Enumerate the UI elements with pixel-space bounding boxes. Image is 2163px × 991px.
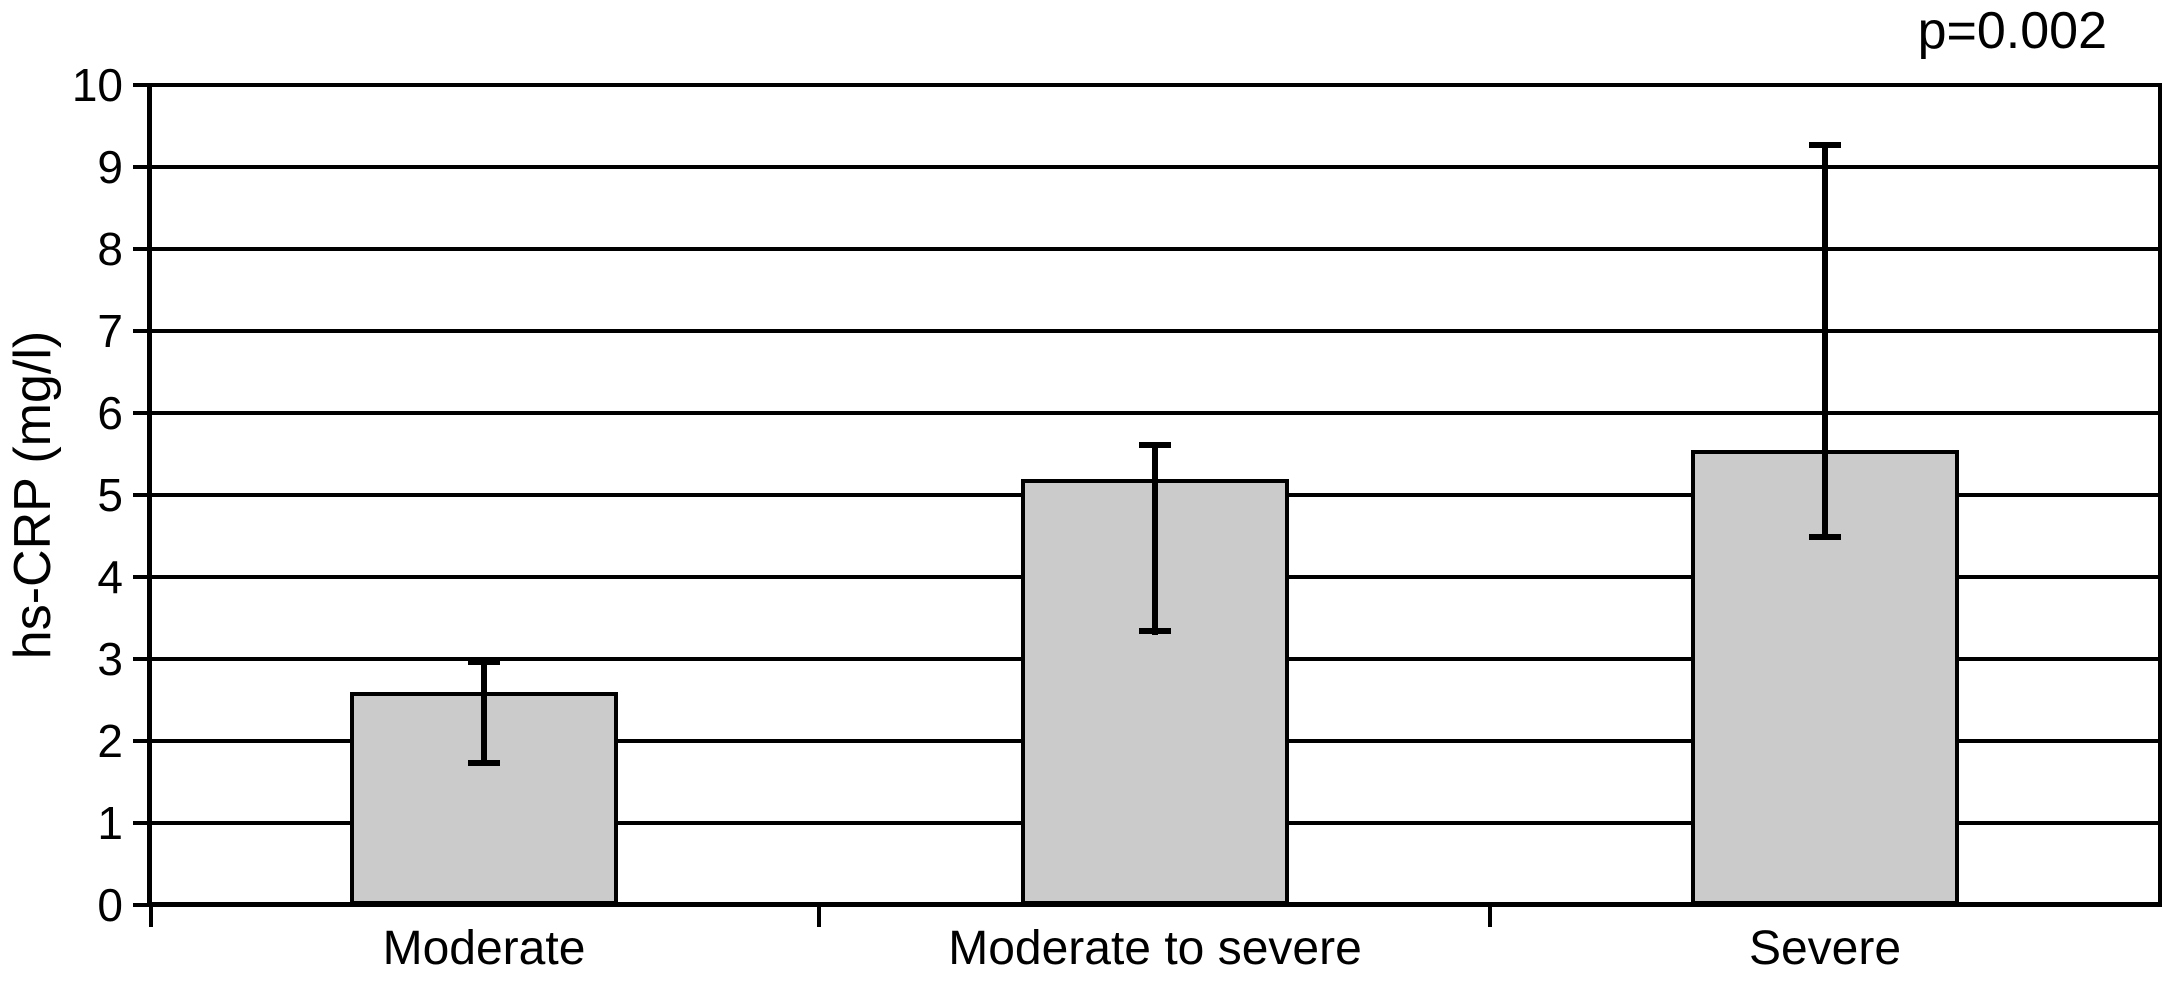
y-tick-1: [133, 821, 149, 825]
y-tick-9: [133, 165, 149, 169]
y-tick-label-1: 1: [97, 797, 123, 849]
error-bar-cap-top-moderate: [468, 659, 500, 665]
error-bar-moderate-to-severe: [1152, 442, 1158, 635]
error-bar-cap-bottom-moderate: [468, 760, 500, 766]
gridline-y-7: [149, 329, 2160, 333]
y-tick-6: [133, 411, 149, 415]
error-bar-cap-top-moderate-to-severe: [1139, 442, 1171, 448]
y-tick-label-8: 8: [97, 223, 123, 275]
y-tick-2: [133, 739, 149, 743]
category-label-moderate-to-severe: Moderate to severe: [948, 922, 1362, 975]
category-label-severe: Severe: [1748, 922, 1902, 975]
error-bar-severe: [1822, 142, 1828, 540]
y-tick-0: [133, 903, 149, 907]
error-bar-moderate: [481, 659, 487, 766]
y-tick-4: [133, 575, 149, 579]
y-tick-label-0: 0: [97, 879, 123, 931]
x-tick-2: [1488, 905, 1492, 927]
y-tick-label-2: 2: [97, 715, 123, 767]
x-tick-1: [817, 905, 821, 927]
y-tick-label-3: 3: [97, 633, 123, 685]
y-tick-label-10: 10: [71, 59, 123, 111]
y-tick-label-7: 7: [97, 305, 123, 357]
error-bar-cap-bottom-severe: [1809, 534, 1841, 540]
y-tick-7: [133, 329, 149, 333]
plot-border-right: [2158, 83, 2162, 907]
gridline-y-9: [149, 165, 2160, 169]
gridline-y-8: [149, 247, 2160, 251]
y-tick-label-4: 4: [97, 551, 123, 603]
y-tick-5: [133, 493, 149, 497]
gridline-y-6: [149, 411, 2160, 415]
error-bar-cap-top-severe: [1809, 142, 1841, 148]
category-label-moderate: Moderate: [382, 922, 586, 975]
plot-area: 0 1 2 3 4 5 6 7 8 9 10 Moderate Moderate to severe Se…: [72, 62, 2162, 975]
y-axis-title: hs-CRP (mg/l): [4, 330, 62, 660]
p-value-annotation: p=0.002: [1917, 2, 2107, 60]
plot-border-top: [147, 83, 2162, 87]
y-tick-label-6: 6: [97, 387, 123, 439]
y-tick-label-5: 5: [97, 469, 123, 521]
x-tick-0: [149, 905, 153, 927]
y-tick-8: [133, 247, 149, 251]
y-tick-10: [133, 83, 149, 87]
y-tick-3: [133, 657, 149, 661]
error-bar-cap-bottom-moderate-to-severe: [1139, 628, 1171, 634]
y-tick-label-9: 9: [97, 141, 123, 193]
